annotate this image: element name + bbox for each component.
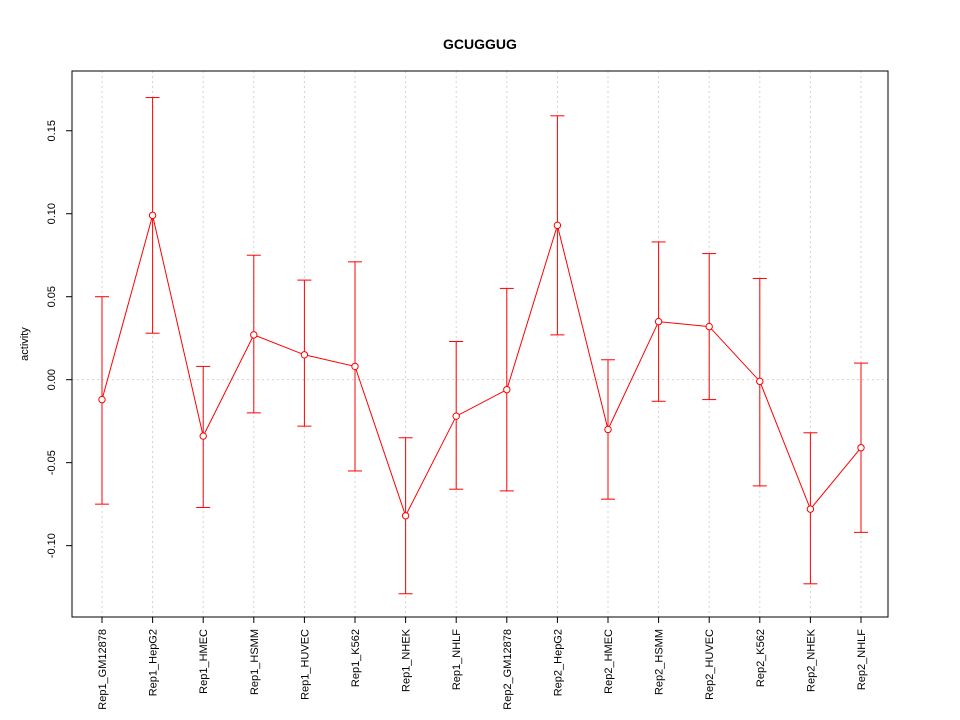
x-tick-label: Rep2_NHLF (856, 629, 868, 690)
y-tick-label: -0.10 (46, 533, 58, 558)
grid (72, 71, 888, 617)
x-tick-label: Rep2_GM12878 (502, 629, 514, 710)
chart-title: GCUGGUG (443, 36, 517, 52)
x-axis: Rep1_GM12878 Rep1_HepG2 Rep1_HMEC Rep1_HSMM… (97, 616, 868, 710)
y-tick-label: -0.05 (46, 450, 58, 475)
data-point (199, 432, 207, 440)
x-tick-label: Rep2_HMEC (603, 629, 615, 694)
data-points (98, 211, 865, 520)
y-axis-label: activity (19, 327, 31, 361)
x-tick-label: Rep1_HepG2 (148, 629, 160, 696)
x-tick-label: Rep1_HSMM (249, 629, 261, 695)
data-point (654, 317, 663, 326)
data-point (452, 412, 460, 420)
x-tick-label: Rep2_HUVEC (704, 629, 716, 700)
y-tick-label: 0.10 (46, 203, 58, 224)
data-point (806, 505, 815, 513)
data-point (756, 377, 764, 386)
x-tick-label: Rep2_HepG2 (552, 629, 564, 696)
y-axis: -0.10 -0.05 0.00 0.05 0.10 0.15 (46, 120, 73, 558)
data-point (300, 351, 309, 359)
data-point (857, 444, 865, 452)
data-point (705, 322, 713, 331)
x-tick-label: Rep2_HSMM (654, 629, 666, 695)
data-point (250, 331, 258, 339)
x-tick-label: Rep1_HUVEC (299, 629, 311, 700)
y-tick-label: 0.15 (46, 120, 58, 141)
data-point (553, 221, 562, 230)
plot-frame (71, 70, 889, 618)
y-tick-label: 0.05 (46, 286, 58, 307)
x-tick-label: Rep1_NHLF (451, 629, 463, 690)
x-tick-label: Rep1_NHEK (401, 628, 413, 692)
x-tick-label: Rep2_K562 (755, 629, 767, 687)
data-point (98, 395, 106, 404)
x-tick-label: Rep2_NHEK (805, 628, 817, 692)
y-tick-label: 0.00 (46, 369, 58, 390)
series-line (101, 215, 862, 518)
data-point (604, 425, 612, 434)
data-point (503, 385, 511, 394)
data-point (351, 362, 359, 371)
data-point (401, 512, 410, 520)
x-tick-label: Rep1_GM12878 (97, 629, 109, 710)
data-point (148, 211, 157, 220)
series-polyline (101, 215, 862, 518)
x-tick-label: Rep1_K562 (350, 629, 362, 687)
error-bars (95, 97, 868, 595)
x-tick-label: Rep1_HMEC (198, 629, 210, 694)
